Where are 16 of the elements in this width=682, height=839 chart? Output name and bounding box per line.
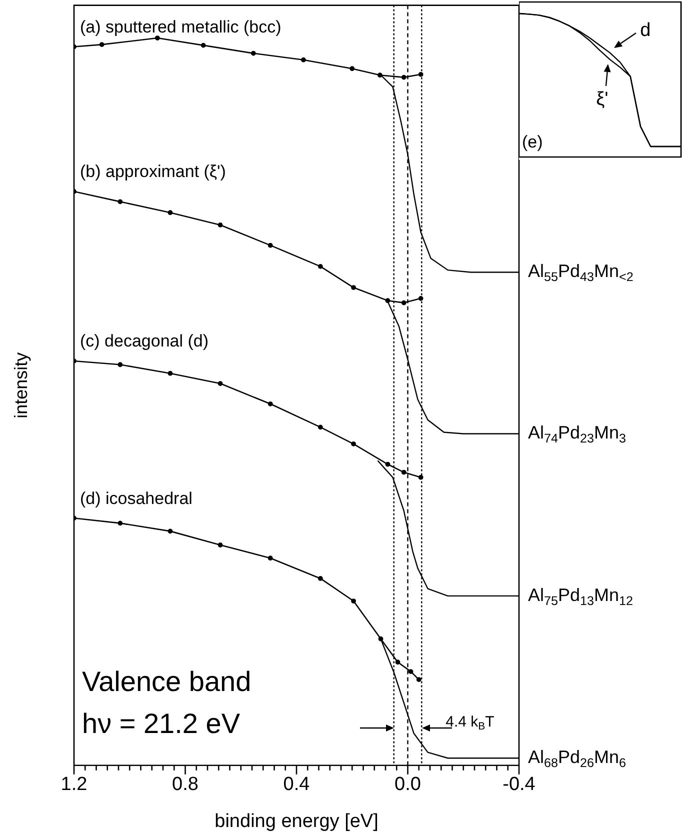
y-axis-title: intensity [10, 352, 31, 418]
x-tick-label: 0.4 [283, 774, 310, 796]
annotation: Valence band [82, 666, 252, 698]
annotation: hν = 21.2 eV [82, 708, 240, 740]
legend-label: d [640, 20, 651, 42]
series-label: (a) sputtered metallic (bcc) [80, 17, 282, 36]
series-label: ξ' [596, 88, 608, 110]
x-tick-label: 0.0 [394, 774, 421, 796]
annotation: (e) [522, 132, 543, 152]
x-tick-label: 0.8 [172, 774, 198, 796]
series-label: (d) icosahedral [80, 488, 192, 508]
x-tick-label: 1.2 [60, 774, 88, 796]
x-axis-title: binding energy [eV] [214, 810, 378, 832]
series-label: (b) approximant (ξ') [80, 162, 226, 182]
x-tick-label: -0.4 [502, 774, 536, 796]
series-label: (c) decagonal (d) [80, 332, 209, 351]
